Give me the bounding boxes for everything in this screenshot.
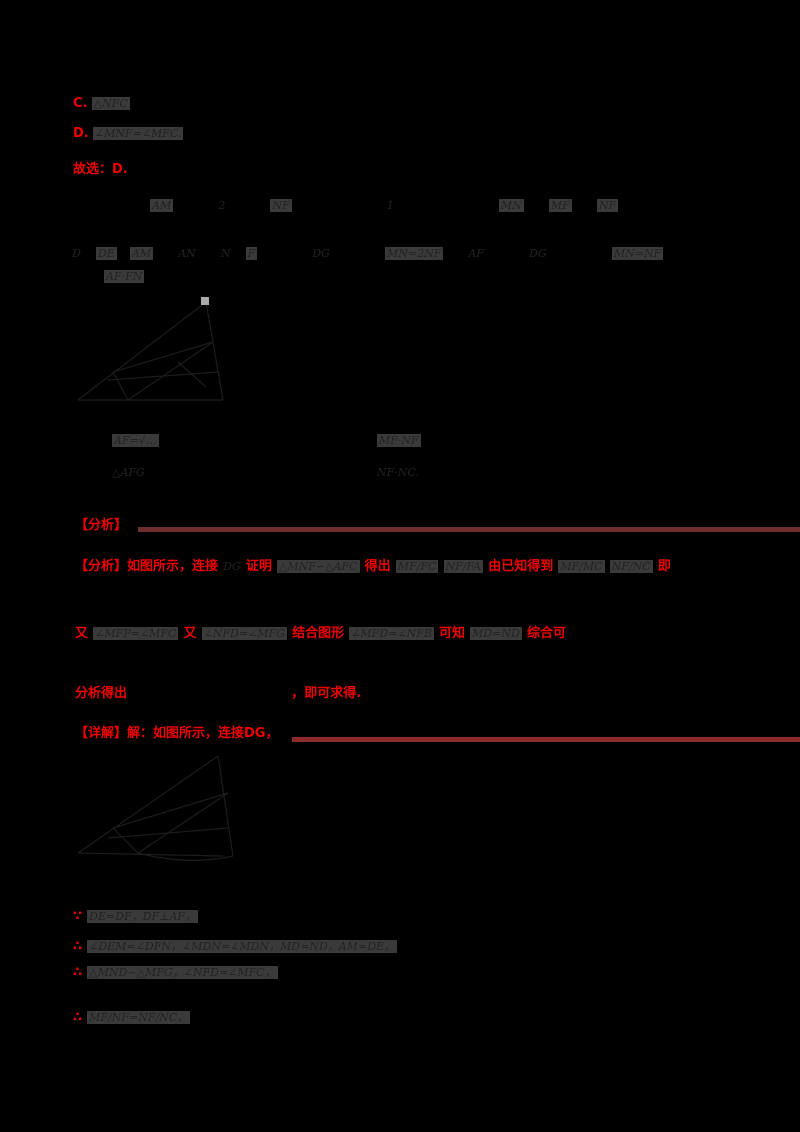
math-term: ∠NFD=∠MFG [201,627,287,640]
step-text: MF/NF=NF/NC， [87,1011,191,1024]
option-c: C. △NFC [73,96,130,111]
equation-right-1: MF·NF [377,434,421,447]
math-fraction: MF/MC [558,560,605,573]
math-fraction: MF/FC [395,560,439,573]
step-marker: ∴ [73,965,83,980]
math-term: ∠MFD=∠NFB [349,627,434,640]
problem-line-1: AM 2 NF 1 MN MF NF [150,194,710,213]
math-term: DG [312,247,330,260]
math-term: NF [270,199,292,212]
analysis-text: 即 [657,559,671,574]
step-marker: ∴ [73,939,83,954]
math-term: MN [498,199,524,212]
math-term: AN [178,247,196,260]
analysis-text: 得出 [364,559,391,574]
step-marker: ∵ [73,909,83,924]
section-divider [138,527,800,532]
geometry-figure-1 [77,297,224,401]
step-text: ∠DEM=∠DFN，∠MDN=∠MDN，MD=ND，AM=DE， [87,940,398,953]
equation-left-1: AF=√… [112,434,159,447]
analysis-line-3: 分析得出 ，即可求得. [75,682,361,701]
analysis-text: 【分析】如图所示，连接 [75,559,219,574]
problem-line-3: AF·FN [104,270,145,283]
equation-right-2: NF·NC. [377,466,419,479]
math-term: 1 [386,199,394,212]
math-term: AF [468,247,485,260]
math-term: MN=2NF [385,247,444,260]
analysis-text: 由已知得到 [488,559,554,574]
math-fraction: NF/NC [609,560,653,573]
math-term: NF [596,199,619,212]
math-term: DG [529,247,547,260]
option-d: D. ∠MNF=∠MFC. [73,126,184,141]
equation-left-2: △AFG [112,466,145,479]
math-term: AM [129,247,154,260]
math-term: AM [150,199,174,212]
math-term: DE [95,247,117,260]
analysis-text: 又 [75,626,89,641]
math-term: F [245,247,258,260]
math-term: ∠MFP=∠MFC [93,627,179,640]
geometry-figure-2 [77,755,234,861]
problem-line-2: D DE AM AN N F DG MN=2NF AF DG MN=NF [72,242,732,261]
analysis-text: 结合图形 [292,626,345,641]
solution-heading: 【详解】解：如图所示，连接DG， [75,726,279,741]
analysis-text: 分析得出 [75,686,128,701]
math-term: MD=ND [470,627,522,640]
solution-step-1: ∵ DE=DF，DF⊥AF， [73,905,199,924]
analysis-text: 综合可 [526,626,566,641]
option-c-marker: C. [73,96,88,111]
analysis-text: ，即可求得. [291,686,362,701]
math-term: 2 [218,199,226,212]
solution-step-2: ∴ ∠DEM=∠DFN，∠MDN=∠MDN，MD=ND，AM=DE， [73,935,398,954]
step-marker: ∴ [73,1010,83,1025]
solution-step-4: ∴ MF/NF=NF/NC， [73,1006,191,1025]
step-text: △MND∽△MFG，∠NFD=∠MFC， [87,966,278,979]
analysis-line-1: 【分析】如图所示，连接 DG 证明 △MNF∽△AFC 得出 MF/FC NF/… [75,555,671,574]
option-d-marker: D. [73,126,89,141]
math-term: MN=NF [611,247,664,260]
analysis-line-2: 又 ∠MFP=∠MFC 又 ∠NFD=∠MFG 结合图形 ∠MFD=∠NFB 可… [75,622,566,641]
math-term: DG [223,560,241,573]
math-term: N [220,247,231,260]
step-text: DE=DF，DF⊥AF， [87,910,199,923]
analysis-text: 可知 [439,626,466,641]
math-fraction: NF/FA [443,560,484,573]
section-divider [292,737,800,742]
math-term: △MNF∽△AFC [276,560,360,573]
math-term: MF [548,199,572,212]
solution-step-3: ∴ △MND∽△MFG，∠NFD=∠MFC， [73,961,278,980]
analysis-text: 又 [183,626,197,641]
option-d-text: ∠MNF=∠MFC. [92,127,184,140]
analysis-heading: 【分析】 [75,518,128,533]
math-term: D [72,247,81,260]
answer-text: 故选：D. [73,162,128,177]
option-c-text: △NFC [91,97,130,110]
analysis-text: 证明 [245,559,272,574]
